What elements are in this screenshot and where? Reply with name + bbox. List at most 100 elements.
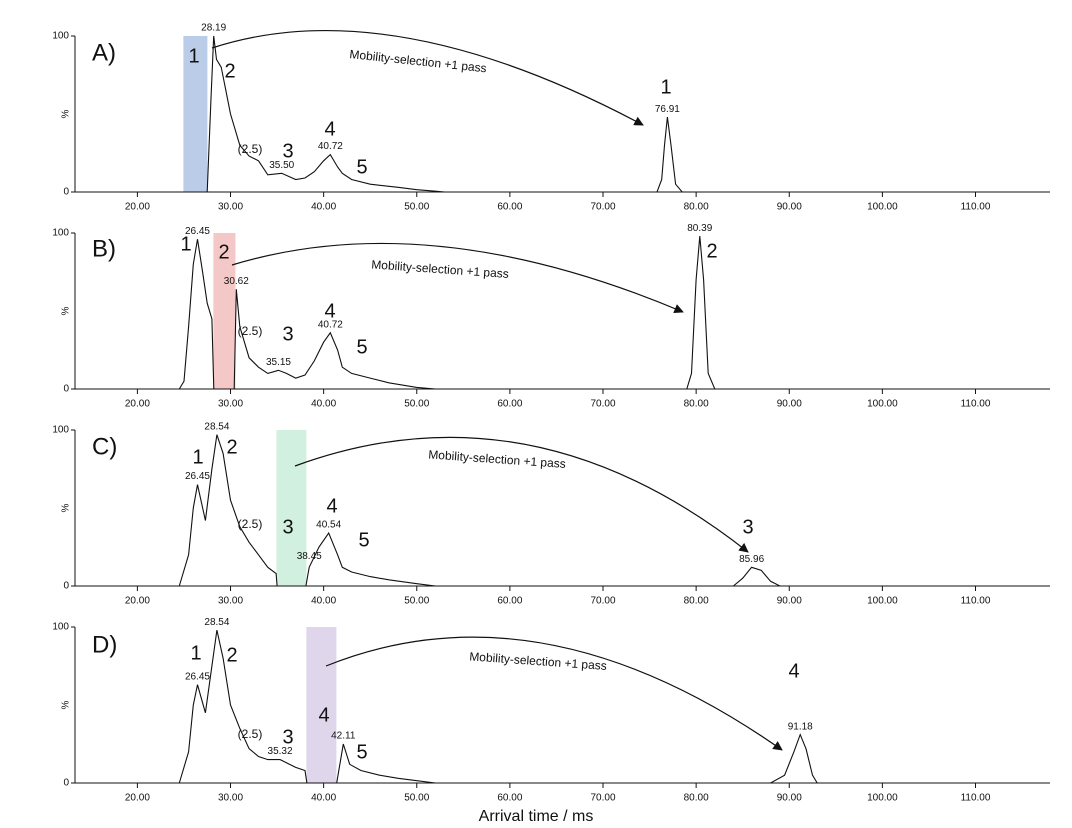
- x-tick-label: 70.00: [590, 793, 615, 804]
- y-tick-label: 100: [52, 228, 69, 239]
- peak-label: 26.45: [185, 471, 210, 482]
- peak-number: 3: [282, 516, 293, 538]
- selection-window: [213, 233, 236, 389]
- x-tick-label: 60.00: [497, 399, 522, 410]
- x-axis-label: Arrival time / ms: [479, 808, 594, 825]
- selection-window: [183, 36, 208, 192]
- x-tick-label: 50.00: [404, 596, 429, 607]
- peak-label: 30.62: [224, 276, 249, 287]
- y-tick-label: 100: [52, 622, 69, 633]
- x-tick-label: 110.00: [961, 596, 991, 607]
- x-tick-label: 20.00: [125, 596, 150, 607]
- peak-label: 28.19: [201, 23, 226, 34]
- peak-label: 35.15: [266, 357, 291, 368]
- peak-label: 28.54: [204, 617, 229, 628]
- x-tick-label: 110.00: [961, 399, 991, 410]
- peak-number: 4: [324, 300, 335, 322]
- peak-number: 1: [190, 642, 201, 664]
- x-tick-label: 70.00: [590, 399, 615, 410]
- panel-label: C): [92, 433, 117, 460]
- x-tick-label: 60.00: [497, 793, 522, 804]
- trace: [81, 434, 790, 587]
- peak-label: 35.50: [269, 160, 294, 171]
- peak-number: 1: [192, 446, 203, 468]
- peak-number: 5: [356, 336, 367, 358]
- x-tick-label: 20.00: [125, 399, 150, 410]
- peak-number: 2: [226, 644, 237, 666]
- selection-arrow: [211, 30, 644, 126]
- peak-number: 4: [318, 704, 329, 726]
- y-axis-label: %: [61, 306, 72, 315]
- peak-number: 3: [282, 726, 293, 748]
- peak-number: 3: [282, 140, 293, 162]
- x-tick-label: 80.00: [684, 596, 709, 607]
- peak-label: 26.45: [185, 671, 210, 682]
- x-tick-label: 50.00: [404, 202, 429, 213]
- peak-label: 76.91: [655, 104, 680, 115]
- x-tick-label: 30.00: [218, 202, 243, 213]
- peak-number: (2.5): [238, 727, 263, 741]
- peak-number: 1: [660, 76, 671, 98]
- peak-label: 38.45: [297, 551, 322, 562]
- trace: [81, 35, 723, 193]
- peak-label: 42.11: [331, 731, 356, 742]
- y-axis-label: %: [61, 109, 72, 118]
- selection-arrow: [231, 242, 684, 314]
- selection-window: [306, 627, 337, 783]
- y-axis-label: %: [61, 503, 72, 512]
- x-tick-label: 80.00: [684, 202, 709, 213]
- y-tick-label: 0: [63, 187, 69, 198]
- peak-number: 2: [706, 240, 717, 262]
- x-tick-label: 80.00: [684, 793, 709, 804]
- trace: [81, 629, 818, 784]
- y-tick-label: 0: [63, 384, 69, 395]
- peak-number: 2: [226, 436, 237, 458]
- x-tick-label: 90.00: [777, 793, 802, 804]
- x-tick-label: 100.00: [867, 793, 898, 804]
- y-tick-label: 100: [52, 31, 69, 42]
- x-tick-label: 70.00: [590, 596, 615, 607]
- y-tick-label: 0: [63, 778, 69, 789]
- x-tick-label: 30.00: [218, 399, 243, 410]
- x-tick-label: 90.00: [777, 596, 802, 607]
- peak-label: 26.45: [185, 226, 210, 237]
- peak-number: 3: [282, 323, 293, 345]
- x-tick-label: 30.00: [218, 596, 243, 607]
- y-tick-label: 100: [52, 425, 69, 436]
- peak-number: 5: [358, 529, 369, 551]
- x-tick-label: 50.00: [404, 793, 429, 804]
- peak-label: 91.18: [788, 721, 813, 732]
- selection-arrow: [325, 636, 783, 751]
- panel-label: D): [92, 631, 117, 658]
- selection-arrow: [294, 436, 749, 553]
- selection-window: [276, 430, 307, 586]
- panel-label: A): [92, 39, 116, 66]
- x-tick-label: 50.00: [404, 399, 429, 410]
- y-axis-label: %: [61, 700, 72, 709]
- peak-number: 4: [324, 118, 335, 140]
- x-tick-label: 60.00: [497, 596, 522, 607]
- x-tick-label: 40.00: [311, 399, 336, 410]
- peak-number: 4: [788, 660, 799, 682]
- peak-number: 5: [356, 741, 367, 763]
- x-tick-label: 60.00: [497, 202, 522, 213]
- peak-number: (2.5): [238, 324, 263, 338]
- x-tick-label: 40.00: [311, 202, 336, 213]
- x-tick-label: 100.00: [867, 399, 898, 410]
- x-tick-label: 90.00: [777, 399, 802, 410]
- peak-label: 40.72: [318, 319, 343, 330]
- x-tick-label: 70.00: [590, 202, 615, 213]
- peak-number: 3: [742, 516, 753, 538]
- x-tick-label: 110.00: [961, 202, 991, 213]
- x-tick-label: 20.00: [125, 202, 150, 213]
- x-tick-label: 90.00: [777, 202, 802, 213]
- panel-label: B): [92, 235, 116, 262]
- peak-number: 2: [218, 241, 229, 263]
- x-tick-label: 20.00: [125, 793, 150, 804]
- peak-number: 5: [356, 156, 367, 178]
- peak-number: 1: [180, 233, 191, 255]
- trace: [81, 236, 734, 390]
- peak-number: 2: [224, 60, 235, 82]
- arrow-label: Mobility-selection +1 pass: [371, 257, 509, 281]
